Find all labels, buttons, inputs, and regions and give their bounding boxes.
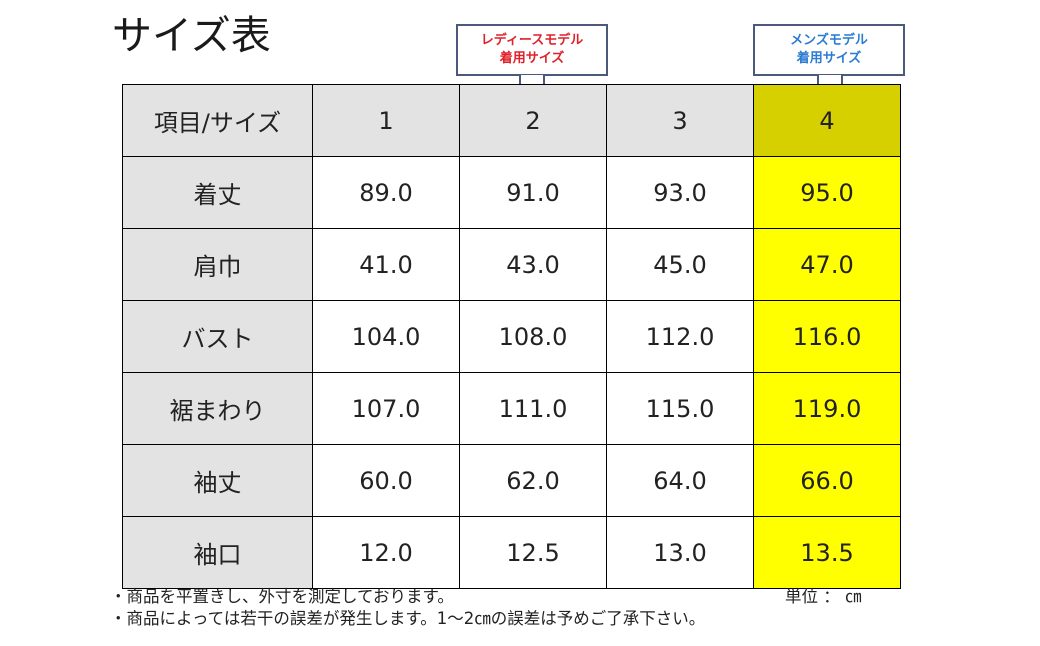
table-cell: 104.0 [312,300,460,373]
table-cell: 12.0 [312,516,460,589]
table-cell: 12.5 [459,516,607,589]
table-cell: 93.0 [606,156,754,229]
table-row: 着丈 89.0 91.0 93.0 95.0 [122,156,901,229]
table-cell: 41.0 [312,228,460,301]
table-cell-highlighted: 95.0 [753,156,901,229]
table-row: 肩巾 41.0 43.0 45.0 47.0 [122,228,901,301]
note-line: ・商品を平置きし、外寸を測定しております。 [110,587,454,606]
table-cell-highlighted: 47.0 [753,228,901,301]
table-cell: 13.0 [606,516,754,589]
row-label: 着丈 [122,156,313,229]
row-label: 袖丈 [122,444,313,517]
size-table: 項目/サイズ 1 2 3 4 着丈 89.0 91.0 93.0 95.0 肩巾… [122,84,901,589]
mens-callout-line1: メンズモデル [790,33,868,48]
unit-label: 単位 ： ㎝ [785,587,862,606]
ladies-model-callout: レディースモデル 着用サイズ [456,24,608,76]
table-cell-highlighted: 66.0 [753,444,901,517]
table-cell: 112.0 [606,300,754,373]
header-cell-item: 項目/サイズ [122,84,313,157]
row-label: 袖口 [122,516,313,589]
row-label: 肩巾 [122,228,313,301]
table-row: 袖口 12.0 12.5 13.0 13.5 [122,516,901,589]
table-cell-highlighted: 13.5 [753,516,901,589]
ladies-callout-line1: レディースモデル [480,33,584,48]
header-cell-size-1: 1 [312,84,460,157]
notes: ・商品を平置きし、外寸を測定しております。 ・商品によっては若干の誤差が発生しま… [110,586,705,630]
table-cell: 108.0 [459,300,607,373]
table-cell: 115.0 [606,372,754,445]
table-cell: 62.0 [459,444,607,517]
table-cell: 107.0 [312,372,460,445]
page-title: サイズ表 [112,13,271,59]
table-row: 裾まわり 107.0 111.0 115.0 119.0 [122,372,901,445]
mens-callout-line2: 着用サイズ [796,51,862,66]
header-cell-size-3: 3 [606,84,754,157]
table-cell: 111.0 [459,372,607,445]
table-row: 袖丈 60.0 62.0 64.0 66.0 [122,444,901,517]
table-cell: 45.0 [606,228,754,301]
table-cell: 91.0 [459,156,607,229]
table-cell: 64.0 [606,444,754,517]
table-cell: 89.0 [312,156,460,229]
mens-model-callout: メンズモデル 着用サイズ [753,24,905,76]
table-cell-highlighted: 116.0 [753,300,901,373]
header-cell-size-4: 4 [753,84,901,157]
header-cell-size-2: 2 [459,84,607,157]
table-row: バスト 104.0 108.0 112.0 116.0 [122,300,901,373]
ladies-callout-line2: 着用サイズ [499,51,565,66]
row-label: 裾まわり [122,372,313,445]
table-cell: 43.0 [459,228,607,301]
table-header-row: 項目/サイズ 1 2 3 4 [122,84,901,157]
table-cell: 60.0 [312,444,460,517]
table-cell-highlighted: 119.0 [753,372,901,445]
note-line: ・商品によっては若干の誤差が発生します。1～2㎝の誤差は予めご了承下さい。 [110,609,706,628]
row-label: バスト [122,300,313,373]
